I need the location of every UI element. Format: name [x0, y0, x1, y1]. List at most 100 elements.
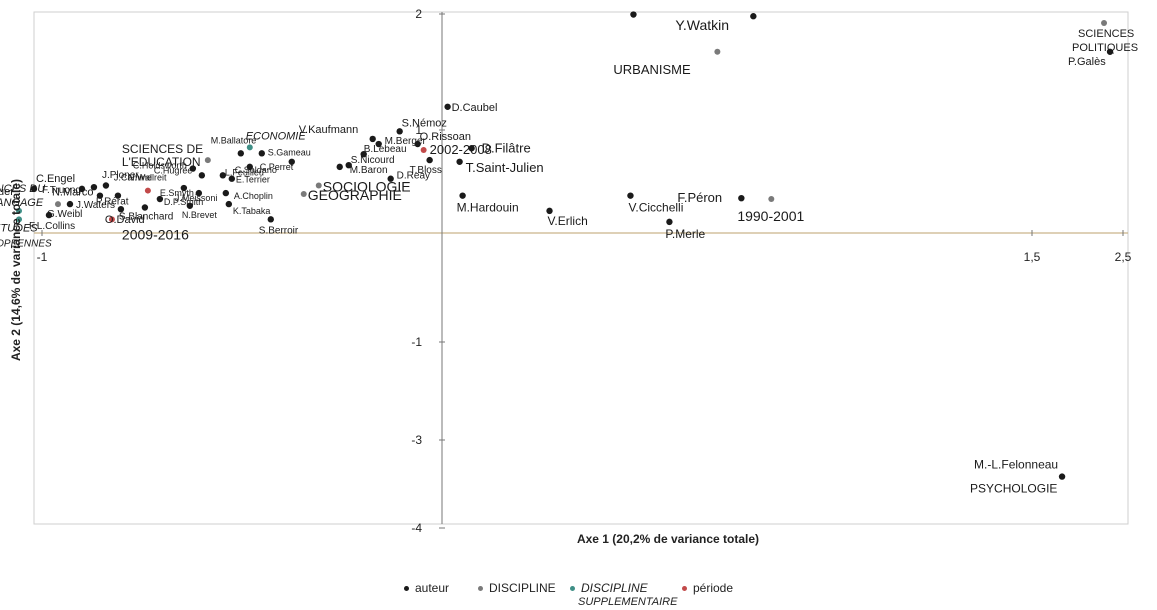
point-label: EUROPEENNES	[0, 238, 52, 249]
point-label: SCIENCES DU	[0, 183, 45, 195]
point-auteur	[426, 156, 433, 164]
point-label: D.P.Smith	[164, 197, 203, 207]
point-auteur	[414, 140, 421, 148]
point-label: C.Soldano	[235, 165, 277, 175]
point-label: T.Saint-Julien	[466, 160, 544, 175]
tick-group: -1 1,5 2,5 2 1 -1 -3 -4	[37, 7, 1132, 535]
x-axis-title: Axe 1 (20,2% de variance totale)	[577, 532, 759, 546]
point-label: M.Baron	[350, 165, 388, 176]
point-label: E.Smyth	[160, 188, 194, 198]
point-auteur	[1058, 473, 1066, 480]
point-label: PSYCHOLOGIE	[970, 482, 1057, 496]
point-auteur	[186, 202, 194, 209]
point-auteur	[225, 200, 233, 208]
point-label: E.Terrier	[236, 175, 270, 185]
point-auteur	[546, 207, 553, 215]
point-label: T.Bloss	[410, 165, 442, 176]
point-auteur	[375, 140, 382, 148]
scatter-plot: -1 1,5 2,5 2 1 -1 -3 -4 Y.Watkin SCIENCES POLITIQ…	[0, 7, 1138, 546]
point-auteur	[228, 175, 236, 182]
label-group: Y.Watkin SCIENCES POLITIQUES P.Galès URBANIS…	[0, 17, 1138, 495]
point-label: M.Berger	[385, 136, 427, 147]
point-label: SCIENCES DE	[122, 142, 203, 156]
point-supplementaire	[16, 207, 23, 214]
point-auteur	[156, 195, 164, 203]
point-label: L'EDUCATION	[122, 155, 201, 169]
point-label: S.Berroir	[259, 225, 299, 236]
y-tick-label: -1	[411, 335, 422, 349]
point-label: J.Camine	[114, 172, 152, 182]
point-discipline	[204, 157, 211, 164]
legend-dot-discipline	[478, 586, 483, 592]
point-label: T.Bauer	[0, 186, 14, 198]
point-label: ETUDES	[0, 222, 38, 234]
point-auteur	[141, 204, 149, 211]
point-auteur	[195, 189, 203, 197]
point-label: P.Merle	[665, 227, 705, 241]
point-label: ECONOMIE	[246, 130, 307, 142]
point-label: S.Blanchard	[119, 211, 173, 222]
legend-item-supplementaire: DISCIPLINE	[570, 581, 648, 595]
x-tick-label: 1,5	[1024, 250, 1041, 264]
point-auteur	[666, 218, 673, 226]
legend-dot-periode	[682, 586, 687, 592]
point-label: V.Kaufmann	[299, 124, 359, 136]
point-auteur	[102, 182, 110, 189]
point-auteur	[258, 150, 265, 157]
point-label: SOCIOLOGIE	[323, 178, 411, 194]
point-label: LANGAGE	[0, 197, 44, 209]
point-auteur	[267, 216, 274, 223]
point-label: D.Caubel	[452, 102, 498, 114]
point-label: S.Gameau	[268, 147, 311, 157]
point-label: V.Cicchelli	[628, 201, 683, 215]
point-discipline	[300, 190, 307, 197]
point-label: G.Weibl	[47, 209, 82, 220]
point-label: S.Némoz	[402, 117, 447, 129]
point-label: F.L.Collins	[29, 221, 75, 232]
point-auteur	[468, 145, 475, 152]
point-label: D.Reay	[397, 171, 430, 182]
point-label: J.Ploner	[102, 170, 139, 181]
point-auteur	[360, 150, 367, 158]
point-discipline	[768, 196, 775, 203]
point-auteur	[237, 150, 245, 157]
point-label: J.Meissoni	[175, 193, 218, 203]
point-label: N.Brevet	[182, 210, 218, 220]
point-supplementaire	[16, 216, 23, 223]
point-group	[16, 11, 1114, 480]
legend-label-discipline: DISCIPLINE	[489, 581, 556, 595]
point-label: N.Marco	[52, 187, 94, 199]
point-discipline	[54, 201, 61, 208]
point-label: C.Engel	[36, 173, 75, 185]
point-auteur	[180, 184, 188, 192]
point-label: URBANISME	[613, 62, 691, 77]
point-label: SCIENCES	[1078, 28, 1134, 40]
point-label: C.Holdsworth	[133, 161, 187, 171]
point-label: M.Ballatore	[211, 135, 257, 145]
point-auteur	[630, 11, 637, 18]
y-tick-label: 2	[415, 7, 422, 21]
legend-item-periode: période	[682, 581, 733, 595]
point-label: O.Rissoan	[420, 131, 471, 143]
point-label: C.Perret	[260, 162, 294, 172]
point-auteur	[288, 158, 295, 165]
legend: auteur DISCIPLINE DISCIPLINE SUPPLEMENTA…	[0, 577, 1157, 608]
point-label: D.Filâtre	[482, 140, 531, 155]
point-label: GEOGRAPHIE	[308, 187, 402, 203]
point-label: V.Erlich	[548, 214, 588, 228]
x-tick-label: 2,5	[1115, 250, 1132, 264]
point-auteur	[750, 13, 757, 20]
point-auteur	[117, 205, 125, 213]
y-axis-title: Axe 2 (14,6% de variance totale)	[9, 179, 23, 361]
point-auteur	[30, 185, 38, 193]
point-label: N.Wallreit	[128, 173, 167, 183]
point-label: P.Rérat	[96, 197, 129, 208]
point-auteur	[189, 165, 197, 172]
legend-item-auteur: auteur	[404, 581, 449, 595]
point-periode	[144, 187, 151, 194]
point-auteur	[387, 175, 394, 182]
point-auteur	[336, 163, 343, 171]
point-auteur	[96, 192, 104, 199]
point-auteur	[459, 192, 466, 199]
point-label: M.-L.Felonneau	[974, 458, 1058, 472]
